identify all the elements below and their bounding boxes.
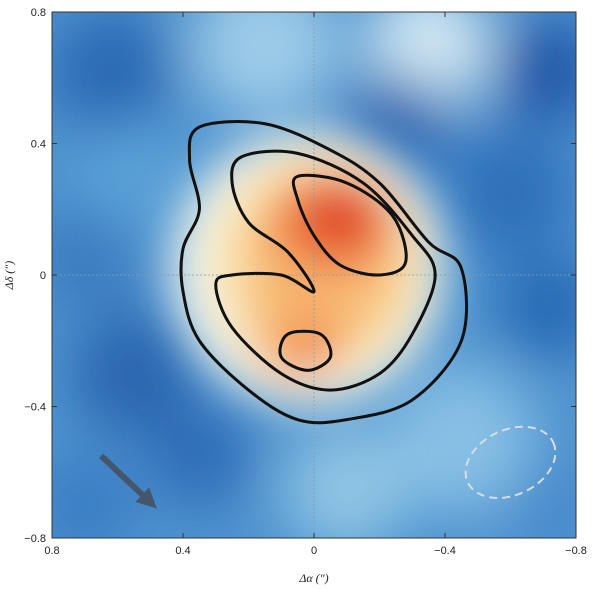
y-tick-label: −0.4	[24, 402, 46, 414]
x-axis-ticks: 0.8 0.4 0 −0.4 −0.8	[44, 12, 587, 557]
emission-blob	[297, 179, 383, 252]
noise-blob	[283, 425, 410, 538]
noise-blob	[52, 206, 138, 311]
y-tick-label: 0.4	[31, 139, 46, 151]
y-axis-ticks: 0.8 0.4 0 −0.4 −0.8	[24, 7, 576, 545]
x-tick-label: −0.8	[565, 545, 587, 557]
emission-blob	[291, 324, 337, 371]
arrow-shaft	[99, 453, 145, 497]
noise-blob	[447, 129, 574, 256]
x-tick-label: −0.4	[434, 545, 456, 557]
contour-line	[278, 329, 333, 372]
noise-blob	[191, 12, 339, 119]
noise-blob	[70, 310, 197, 437]
x-tick-label: 0	[311, 545, 317, 557]
contour-line	[179, 120, 469, 425]
y-axis-label: Δδ (″)	[2, 261, 16, 291]
noise-blob	[146, 403, 252, 509]
x-axis-label: Δα (″)	[298, 571, 328, 585]
noise-blob	[507, 452, 576, 538]
plot-area	[52, 12, 576, 538]
x-tick-label: 0.8	[44, 545, 59, 557]
arrow-head	[135, 487, 157, 509]
y-tick-label: −0.8	[24, 533, 46, 545]
beam-ellipse	[464, 425, 557, 499]
contour-lines	[179, 120, 469, 425]
contour-line	[291, 173, 408, 277]
noise-blob	[52, 452, 138, 538]
background-noise	[52, 12, 576, 538]
noise-blob	[497, 255, 576, 361]
contour-line	[214, 149, 437, 392]
y-tick-label: 0.8	[31, 7, 46, 19]
noise-blob	[52, 12, 174, 135]
x-tick-label: 0.4	[175, 545, 190, 557]
y-tick-label: 0	[40, 270, 46, 282]
noise-blob	[388, 366, 535, 513]
noise-blob	[497, 18, 576, 124]
noise-blob	[81, 123, 187, 229]
direction-arrow	[99, 453, 157, 509]
